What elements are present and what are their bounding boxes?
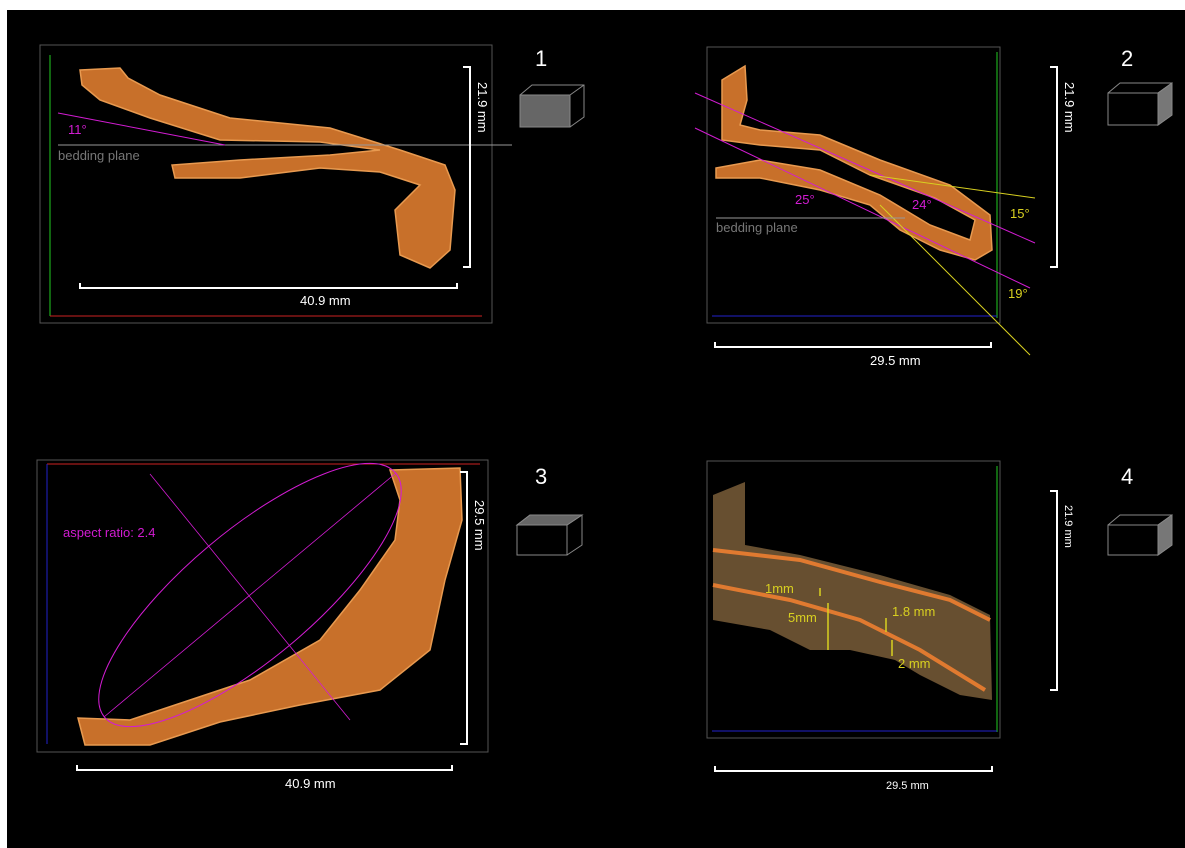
axis-line	[103, 472, 397, 718]
layer	[712, 548, 991, 692]
width-label: 40.9 mm	[300, 293, 351, 308]
specimen	[713, 482, 992, 700]
panel-1: 11° bedding plane 21.9 mm 40.9 mm 1	[39, 44, 585, 324]
scale-bar	[460, 471, 468, 745]
scale-bar	[463, 66, 471, 268]
frame	[39, 44, 493, 324]
angle-line	[694, 127, 1031, 289]
frame	[706, 460, 1001, 739]
axis-line	[149, 473, 351, 721]
measure-lines	[819, 588, 893, 656]
panel-2: 25° 24° 15° 19° bedding plane 21.9 mm 29…	[694, 46, 1173, 368]
panel-number: 4	[1121, 464, 1133, 489]
angle-line	[869, 174, 1036, 199]
angle-label: 25°	[795, 192, 815, 207]
height-label: 21.9 mm	[1062, 505, 1074, 548]
angle-label: 19°	[1008, 286, 1028, 301]
height-label: 21.9 mm	[475, 82, 490, 133]
height-label: 29.5 mm	[472, 500, 487, 551]
scale-bar	[714, 766, 993, 772]
bedding-label: bedding plane	[58, 148, 140, 163]
frame	[36, 459, 489, 753]
panel-number: 1	[535, 46, 547, 71]
panel-3: aspect ratio: 2.4 29.5 mm 40.9 mm 3	[36, 459, 584, 791]
cube-icon	[1107, 514, 1173, 556]
angle-line	[57, 112, 226, 146]
cube-icon	[515, 514, 584, 556]
bedding-label: bedding plane	[716, 220, 798, 235]
angle-line	[694, 92, 1036, 244]
panel-number: 2	[1121, 46, 1133, 71]
angle-label: 24°	[912, 197, 932, 212]
scale-bar	[79, 283, 458, 289]
height-label: 21.9 mm	[1062, 82, 1077, 133]
angle-line	[879, 204, 1031, 356]
panel-number: 3	[535, 464, 547, 489]
aspect-label: aspect ratio: 2.4	[63, 525, 156, 540]
scale-bar	[1050, 490, 1058, 691]
cube-icon	[519, 84, 585, 128]
scale-bar	[76, 765, 453, 771]
width-label: 29.5 mm	[870, 353, 921, 368]
angle-label: 15°	[1010, 206, 1030, 221]
thickness-label: 1mm	[765, 581, 794, 596]
thickness-label: 5mm	[788, 610, 817, 625]
specimen	[79, 67, 456, 269]
frame	[706, 46, 1001, 324]
thickness-label: 1.8 mm	[892, 604, 935, 619]
scale-bar	[714, 342, 992, 348]
angle-label: 11°	[68, 122, 87, 137]
thickness-label: 2 mm	[898, 656, 931, 671]
panel-4: 1mm 5mm 1.8 mm 2 mm 21.9 mm 29.5 mm 4	[706, 460, 1173, 792]
cube-icon	[1107, 82, 1173, 126]
specimen	[77, 467, 463, 746]
width-label: 40.9 mm	[285, 776, 336, 791]
width-label: 29.5 mm	[886, 780, 929, 792]
scale-bar	[1050, 66, 1058, 268]
